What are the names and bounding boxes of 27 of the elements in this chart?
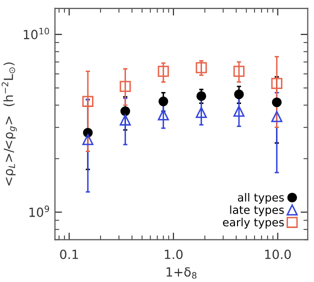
point [196, 106, 207, 118]
point [82, 96, 94, 107]
legend-label: late types [230, 205, 284, 216]
point [196, 91, 206, 101]
legend-label: early types [222, 218, 284, 229]
y-tick-label: 10$^{9}$ [29, 206, 50, 217]
legend-label: all types [238, 192, 284, 204]
y-tick-label: 10$^{10}$ [24, 28, 50, 40]
point [196, 62, 207, 74]
point [233, 66, 245, 77]
x-tick-label: 10.0 [265, 250, 291, 260]
point [158, 96, 168, 106]
x-tick-label: 1.0 [164, 250, 183, 260]
point [233, 106, 245, 117]
point [158, 66, 169, 77]
point [82, 134, 94, 146]
text: <ρ$_{L}$>/<ρ$_{g}$> (h$^{−2}$L$_{⊙}$) [2, 62, 17, 186]
x-axis-title: 1+δ$_{8}$ [166, 267, 196, 279]
point [120, 106, 130, 116]
point [234, 90, 244, 100]
point [271, 78, 282, 89]
x-tick-label: 0.1 [60, 250, 78, 260]
point [120, 80, 131, 92]
point [158, 109, 169, 120]
point [271, 111, 282, 122]
point [272, 97, 282, 108]
point [120, 114, 131, 126]
